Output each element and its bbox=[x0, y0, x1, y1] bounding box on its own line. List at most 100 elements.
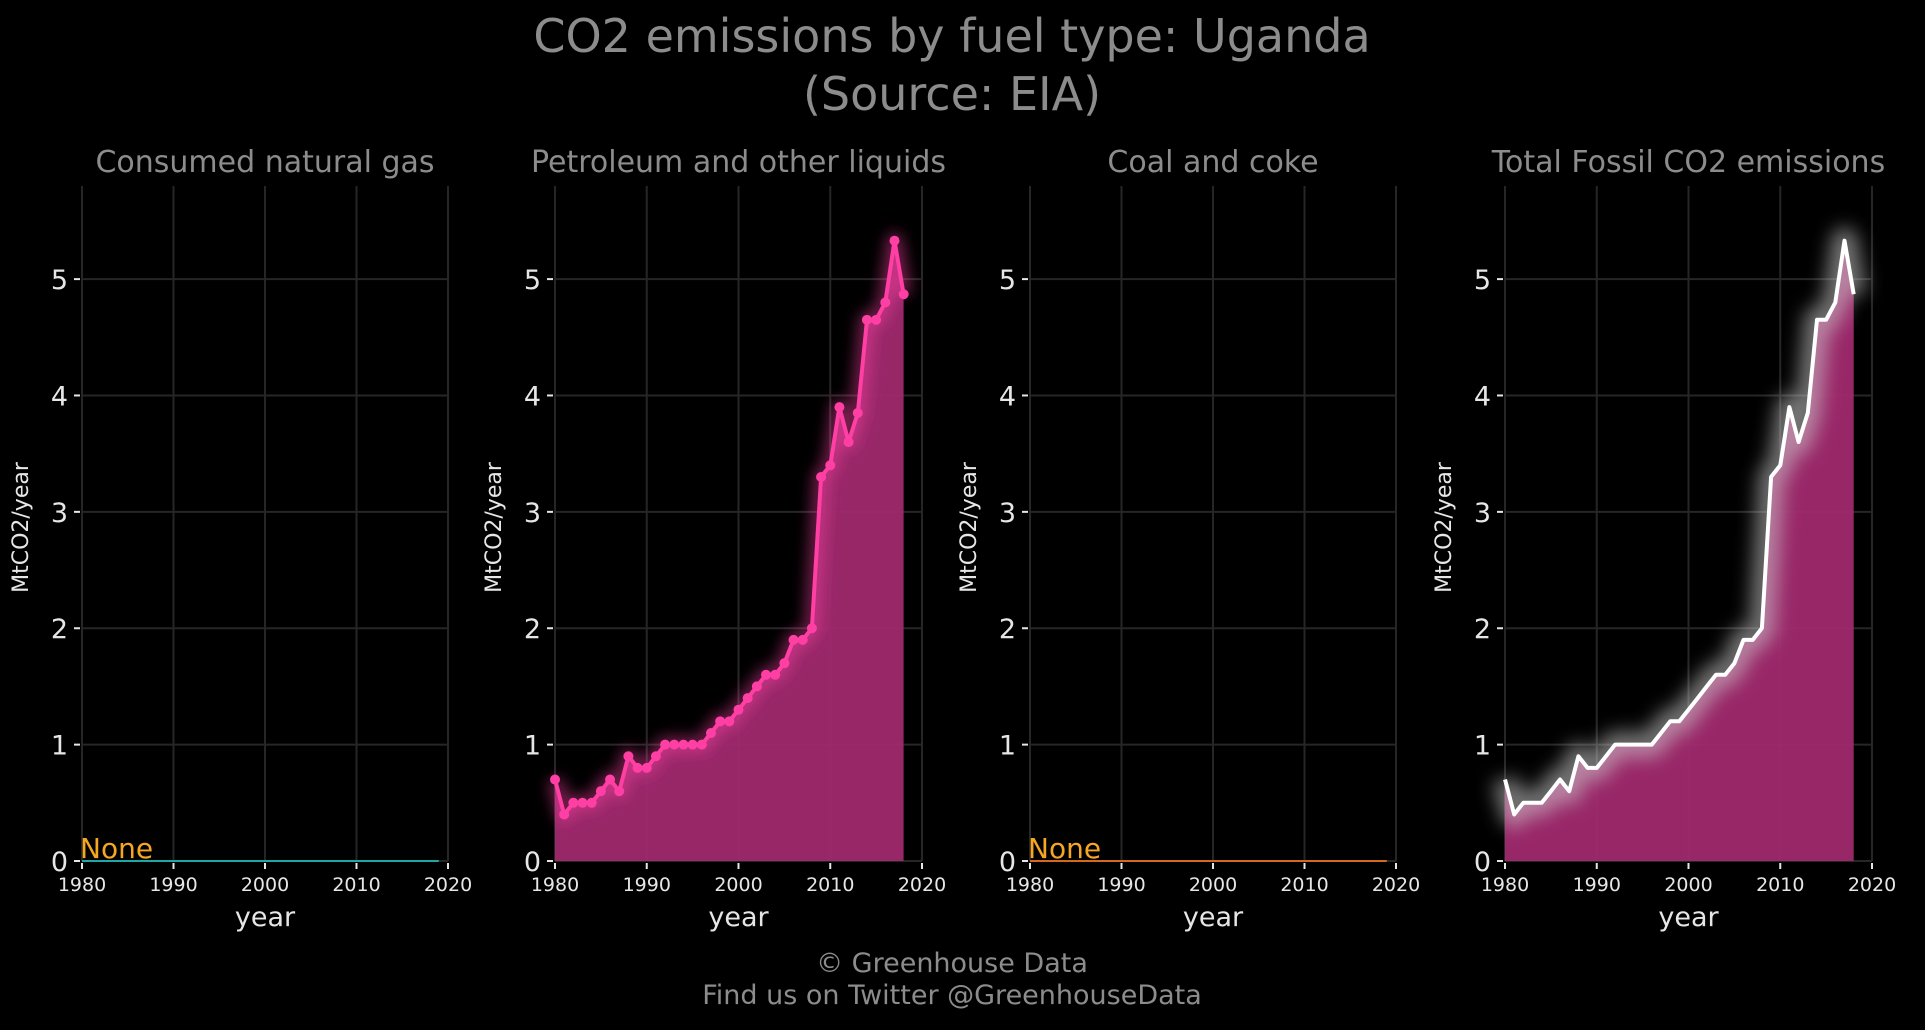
x-tick-label: 1990 bbox=[1097, 874, 1145, 896]
data-point bbox=[650, 751, 661, 762]
x-tick-label: 2020 bbox=[1848, 874, 1896, 896]
data-point bbox=[595, 786, 606, 797]
x-axis-label: year bbox=[235, 902, 296, 933]
y-tick-label: 0 bbox=[524, 847, 541, 878]
none-annotation: None bbox=[1028, 832, 1101, 865]
x-tick-label: 2020 bbox=[898, 874, 946, 896]
y-tick-label: 2 bbox=[999, 614, 1016, 645]
data-point bbox=[696, 739, 707, 750]
panel-title: Petroleum and other liquids bbox=[531, 145, 946, 180]
y-tick-label: 1 bbox=[999, 731, 1016, 762]
panel-3: Coal and coke 0 1 2 3 4 5 1980 1990 2000 2010 2020 y… bbox=[957, 145, 1420, 933]
data-point bbox=[605, 774, 616, 785]
x-tick-label: 1980 bbox=[1006, 874, 1054, 896]
x-tick-label: 1990 bbox=[623, 874, 671, 896]
data-point bbox=[806, 623, 817, 634]
data-point bbox=[816, 471, 827, 482]
y-tick-label: 5 bbox=[524, 265, 541, 296]
data-point bbox=[623, 751, 634, 762]
y-tick-label: 0 bbox=[1474, 847, 1491, 878]
y-tick-label: 3 bbox=[1474, 498, 1491, 529]
none-annotation: None bbox=[80, 832, 153, 865]
data-point bbox=[715, 716, 726, 727]
x-tick-label: 1980 bbox=[58, 874, 106, 896]
data-point bbox=[687, 739, 698, 750]
data-point bbox=[751, 681, 762, 692]
y-axis-label: MtCO2/year bbox=[1432, 461, 1457, 593]
data-point bbox=[852, 407, 863, 418]
y-tick-label: 4 bbox=[999, 381, 1016, 412]
data-point bbox=[632, 762, 643, 773]
y-tick-label: 1 bbox=[524, 731, 541, 762]
chart-title-line2: (Source: EIA) bbox=[803, 67, 1101, 121]
y-axis-label: MtCO2/year bbox=[9, 461, 34, 593]
data-point bbox=[779, 658, 790, 669]
x-tick-label: 2000 bbox=[1189, 874, 1237, 896]
y-tick-label: 4 bbox=[51, 381, 68, 412]
data-point bbox=[761, 669, 772, 680]
panel-title: Total Fossil CO2 emissions bbox=[1491, 145, 1885, 180]
data-point bbox=[898, 289, 909, 300]
data-point bbox=[724, 716, 735, 727]
data-point bbox=[559, 809, 570, 820]
x-tick-label: 2010 bbox=[1756, 874, 1804, 896]
x-tick-label: 2000 bbox=[241, 874, 289, 896]
data-point bbox=[770, 669, 781, 680]
y-tick-label: 3 bbox=[999, 498, 1016, 529]
data-point bbox=[660, 739, 671, 750]
chart-title-line1: CO2 emissions by fuel type: Uganda bbox=[533, 9, 1370, 63]
data-point bbox=[669, 739, 680, 750]
y-tick-label: 2 bbox=[1474, 614, 1491, 645]
data-point bbox=[678, 739, 689, 750]
data-point bbox=[641, 762, 652, 773]
data-point bbox=[705, 727, 716, 738]
x-tick-label: 2020 bbox=[1372, 874, 1420, 896]
data-point bbox=[733, 704, 744, 715]
y-tick-label: 3 bbox=[524, 498, 541, 529]
y-tick-label: 5 bbox=[1474, 265, 1491, 296]
x-axis-label: year bbox=[708, 902, 769, 933]
y-tick-label: 5 bbox=[999, 265, 1016, 296]
y-tick-label: 2 bbox=[51, 614, 68, 645]
data-point bbox=[861, 314, 872, 325]
y-tick-label: 3 bbox=[51, 498, 68, 529]
data-point bbox=[550, 774, 560, 785]
data-point bbox=[843, 437, 854, 448]
x-tick-label: 2010 bbox=[1280, 874, 1328, 896]
series-area bbox=[555, 240, 904, 861]
y-axis-label: MtCO2/year bbox=[957, 461, 982, 593]
data-point bbox=[742, 693, 753, 704]
y-tick-label: 0 bbox=[51, 847, 68, 878]
data-point bbox=[871, 314, 882, 325]
panel-title: Consumed natural gas bbox=[95, 145, 434, 180]
y-tick-label: 4 bbox=[524, 381, 541, 412]
x-tick-label: 2010 bbox=[332, 874, 380, 896]
footer-twitter: Find us on Twitter @GreenhouseData bbox=[702, 980, 1202, 1011]
x-tick-label: 2000 bbox=[714, 874, 762, 896]
x-tick-label: 2010 bbox=[806, 874, 854, 896]
y-tick-label: 4 bbox=[1474, 381, 1491, 412]
panel-4: Total Fossil CO2 emissions 0 1 2 3 4 5 1980 1990… bbox=[1432, 145, 1896, 933]
data-point bbox=[577, 797, 588, 808]
data-point bbox=[797, 634, 808, 645]
panel-1: Consumed natural gas 0 1 2 3 4 5 1980 1990 2000 20… bbox=[9, 145, 472, 933]
data-point bbox=[614, 786, 625, 797]
y-tick-label: 1 bbox=[51, 731, 68, 762]
x-tick-label: 1990 bbox=[149, 874, 197, 896]
x-tick-label: 1980 bbox=[531, 874, 579, 896]
x-tick-label: 2000 bbox=[1664, 874, 1712, 896]
y-tick-label: 2 bbox=[524, 614, 541, 645]
y-tick-label: 0 bbox=[999, 847, 1016, 878]
y-tick-label: 5 bbox=[51, 265, 68, 296]
series-line bbox=[1503, 238, 1856, 817]
data-point bbox=[788, 634, 799, 645]
x-tick-label: 1990 bbox=[1573, 874, 1621, 896]
y-tick-label: 1 bbox=[1474, 731, 1491, 762]
data-point bbox=[880, 297, 891, 308]
series-area bbox=[1505, 240, 1854, 861]
y-axis-label: MtCO2/year bbox=[482, 461, 507, 593]
panel-title: Coal and coke bbox=[1107, 145, 1318, 180]
